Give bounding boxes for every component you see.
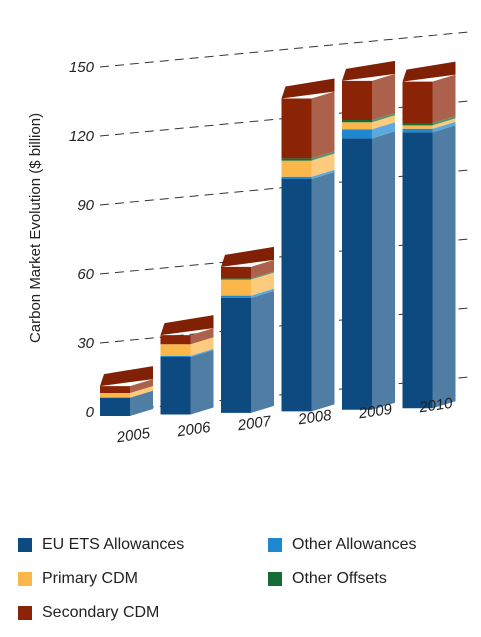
bar-segment-front [221, 266, 251, 279]
bar-segment-front [221, 295, 251, 298]
bar-segment-side [251, 271, 274, 280]
bar-segment-side [372, 122, 395, 139]
legend-swatch [18, 606, 32, 620]
bar-top [402, 61, 456, 82]
bar-segment-front [342, 120, 372, 123]
bar-segment-front [100, 397, 130, 416]
x-tick-label: 2005 [115, 425, 152, 447]
bar-segment-side [432, 74, 456, 124]
bar-top [342, 60, 395, 81]
legend-label: Other Allowances [292, 536, 417, 553]
bar-segment-front [402, 123, 433, 126]
bar-segment-side [251, 259, 274, 279]
bar-segment-front [160, 335, 191, 345]
bar-2008 [281, 78, 335, 412]
bar-segment-side [130, 386, 153, 398]
bar-segment-side [190, 348, 214, 357]
bar-segment-front [402, 125, 433, 129]
gridline-150 [99, 31, 471, 68]
bar-segment-side [311, 172, 335, 412]
legend-swatch [268, 538, 282, 552]
bar-segment-front [342, 129, 372, 139]
bar-2006 [160, 315, 214, 415]
x-tick-label: 2008 [296, 407, 333, 429]
x-tick-label: 2009 [357, 401, 394, 423]
y-axis-title: Carbon Market Evolution ($ billion) [27, 113, 44, 343]
bar-segment-side [311, 153, 335, 177]
bar-top [221, 246, 274, 267]
bar-segment-front [342, 80, 372, 120]
y-tick-label: 150 [69, 59, 95, 76]
bar-segment-front [100, 386, 130, 393]
bar-segment-side [432, 116, 456, 126]
legend-item: Other Allowances [268, 536, 417, 554]
y-tick-label: 90 [77, 197, 94, 214]
legend-label: EU ETS Allowances [42, 536, 185, 553]
bars [100, 60, 456, 416]
bar-segment-side [311, 169, 335, 180]
bar-segment-front [160, 344, 191, 356]
bar-segment-side [311, 91, 335, 159]
bar-top [160, 315, 214, 336]
legend-label: Primary CDM [42, 570, 138, 587]
bar-segment-side [372, 73, 395, 120]
bar-segment-side [190, 337, 214, 356]
legend-swatch [18, 572, 32, 586]
bar-segment-front [281, 176, 312, 180]
bar-segment-front [342, 122, 372, 130]
legend-swatch [268, 572, 282, 586]
bar-2005 [100, 366, 153, 416]
legend-item: Other Offsets [268, 570, 387, 588]
bar-top [100, 366, 153, 387]
bar-segment-side [432, 125, 456, 409]
x-tick-label: 2006 [175, 419, 212, 441]
bar-segment-side [372, 115, 395, 130]
bar-segment-front [221, 278, 251, 280]
bar-segment-front [221, 297, 251, 413]
x-tick-label: 2007 [236, 413, 273, 435]
bar-top [281, 78, 335, 99]
bar-segment-side [251, 288, 274, 298]
bar-segment-side [372, 131, 395, 410]
y-tick-label: 120 [69, 128, 95, 145]
legend-item: Secondary CDM [18, 604, 159, 622]
bar-segment-front [160, 355, 191, 357]
bar-segment-front [402, 132, 433, 409]
legend-item: Primary CDM [18, 570, 138, 588]
bar-segment-front [402, 128, 433, 133]
bar-segment-front [281, 179, 312, 412]
x-tick-label: 2010 [417, 395, 454, 417]
bar-segment-front [281, 98, 312, 159]
y-tick-label: 0 [86, 404, 95, 421]
bar-segment-side [372, 113, 395, 123]
bar-segment-side [130, 390, 153, 416]
bar-segment-front [402, 81, 433, 124]
bar-segment-side [432, 118, 456, 129]
bar-segment-side [130, 379, 153, 393]
y-tick-label: 60 [77, 266, 94, 283]
bar-segment-side [190, 328, 214, 345]
bar-segment-front [281, 160, 312, 177]
bar-segment-side [311, 151, 335, 161]
bar-segment-front [100, 393, 130, 398]
bar-segment-side [190, 349, 214, 415]
bar-segment-side [251, 272, 274, 296]
bar-segment-side [251, 290, 274, 413]
legend-item: EU ETS Allowances [18, 536, 184, 554]
legend-swatch [18, 538, 32, 552]
bar-segment-front [281, 158, 312, 161]
bar-segment-front [160, 356, 191, 415]
bar-segment-side [432, 121, 456, 133]
legend-label: Secondary CDM [42, 604, 160, 621]
bar-2010 [402, 61, 456, 409]
y-tick-label: 30 [77, 335, 94, 352]
bar-2007 [221, 246, 274, 413]
axis-labels: Carbon Market Evolution ($ billion) 0 30 6… [27, 59, 454, 446]
bar-segment-front [342, 138, 372, 410]
bar-2009 [342, 60, 395, 410]
bar-segment-front [221, 279, 251, 296]
legend-label: Other Offsets [292, 570, 387, 587]
